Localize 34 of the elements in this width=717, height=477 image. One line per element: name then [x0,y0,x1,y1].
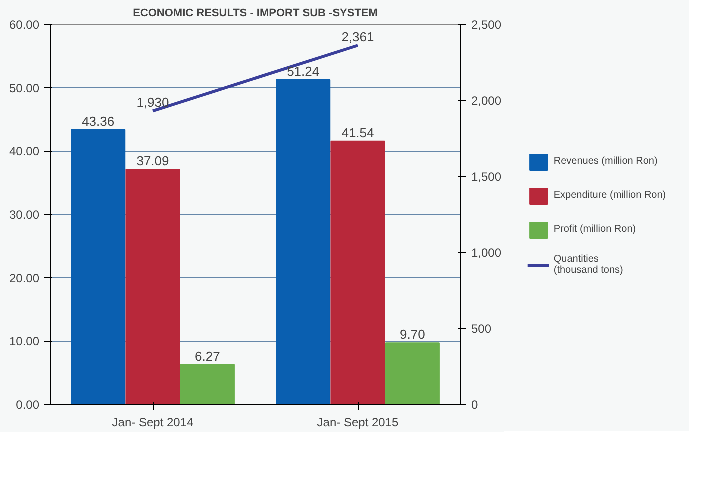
legend-label: Profit (million Ron) [554,224,638,235]
x-tick-label: Jan- Sept 2015 [317,416,400,430]
y-tick-label: 30.00 [9,208,40,222]
data-label: 37.09 [136,154,170,169]
y2-tick-label: 2,500 [472,18,502,32]
y2-tick-label: 0 [472,398,478,412]
bar [126,169,180,404]
y-tick-label: 40.00 [9,144,40,159]
bar [385,342,440,404]
y2-tick-label: 500 [472,322,492,336]
y-tick-label: 10.00 [9,334,40,349]
data-label: 41.54 [342,125,374,140]
data-label: 2,361 [342,30,374,45]
data-label: 9.70 [400,327,426,342]
y-tick-label: 50.00 [9,81,40,96]
x-tick-label: Jan- Sept 2014 [112,416,194,430]
bar [180,364,235,404]
y2-tick-label: 1,000 [472,246,502,260]
chart-title: ECONOMIC RESULTS - IMPORT SUB -SYSTEM [133,8,378,20]
bar [71,129,126,404]
bar [330,140,386,404]
legend-label: Expenditure (million Ron) [554,190,666,201]
data-label: 51.24 [287,64,320,79]
data-label: 6.27 [195,348,220,364]
legend-label: Quantities (thousand tons) [554,254,624,276]
y2-tick-label: 1,500 [472,170,502,184]
data-label: 1,930 [136,95,170,110]
data-label: 43.36 [82,114,115,129]
bar [276,79,331,404]
y-tick-label: 0.00 [16,398,40,412]
y-tick-label: 60.00 [9,18,40,32]
legend-label: Revenues (million Ron) [554,156,658,167]
y-tick-label: 20.00 [9,271,40,286]
y2-tick-label: 2,000 [472,94,502,108]
